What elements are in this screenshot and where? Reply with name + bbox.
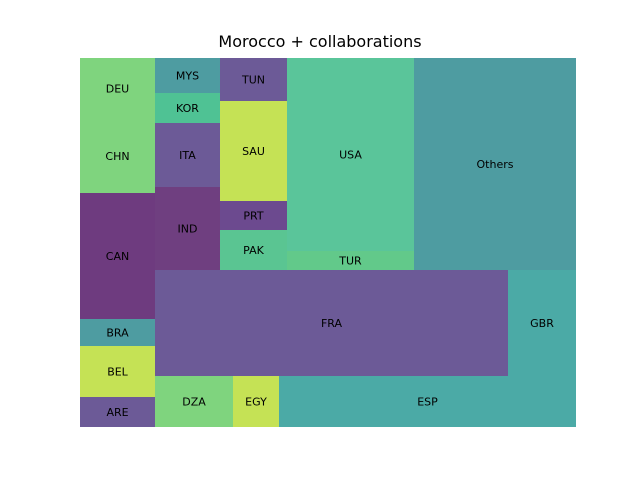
tile-rect-kor	[155, 93, 220, 123]
tile-rect-dza	[155, 376, 233, 427]
tile-label-dza: DZA	[182, 396, 206, 409]
tile-label-deu: DEU	[106, 83, 129, 96]
tile-fra: FRA	[155, 270, 508, 376]
tile-kor: KOR	[155, 93, 220, 123]
tile-rect-egy	[233, 376, 279, 427]
tile-bel: BEL	[80, 346, 155, 397]
tile-label-can: CAN	[106, 250, 129, 263]
tile-label-egy: EGY	[245, 396, 267, 409]
tile-sau: SAU	[220, 101, 287, 201]
tile-label-kor: KOR	[176, 102, 199, 115]
tile-label-esp: ESP	[417, 396, 438, 409]
tile-rect-sau	[220, 101, 287, 201]
tile-rect-bra	[80, 319, 155, 346]
tile-label-others: Others	[477, 158, 514, 171]
tile-rect-tun	[220, 58, 287, 101]
tile-prt: PRT	[220, 201, 287, 230]
tile-rect-mys	[155, 58, 220, 93]
tile-chn: CHN	[80, 119, 155, 193]
tile-usa: USA	[287, 58, 414, 251]
chart-title: Morocco + collaborations	[218, 32, 422, 51]
tile-pak: PAK	[220, 230, 287, 270]
tile-ind: IND	[155, 187, 220, 270]
tile-tur: TUR	[287, 251, 414, 270]
tile-label-prt: PRT	[243, 210, 263, 223]
tile-rect-pak	[220, 230, 287, 270]
tile-bra: BRA	[80, 319, 155, 346]
tile-label-bel: BEL	[107, 366, 128, 379]
tile-rect-ind	[155, 187, 220, 270]
tile-rect-usa	[287, 58, 414, 251]
tile-rect-bel	[80, 346, 155, 397]
tile-label-ita: ITA	[179, 149, 196, 162]
tile-mys: MYS	[155, 58, 220, 93]
tile-rect-prt	[220, 201, 287, 230]
tile-gbr: GBR	[508, 270, 576, 376]
tile-rect-are	[80, 397, 155, 427]
tile-label-chn: CHN	[105, 150, 129, 163]
tile-esp: ESP	[279, 376, 576, 427]
tile-rect-deu	[80, 58, 155, 119]
tile-others: Others	[414, 58, 576, 270]
tile-label-usa: USA	[339, 149, 362, 162]
tile-can: CAN	[80, 193, 155, 319]
tile-label-ind: IND	[178, 223, 198, 236]
tile-label-bra: BRA	[106, 327, 129, 340]
tile-rect-can	[80, 193, 155, 319]
tile-rect-fra	[155, 270, 508, 376]
treemap-tiles: DEU CHN CAN BRA BEL ARE MYS KOR ITA IND TUN SAU PRT P…	[80, 58, 576, 427]
tile-rect-gbr	[508, 270, 576, 376]
tile-tun: TUN	[220, 58, 287, 101]
tile-rect-tur	[287, 251, 414, 270]
tile-label-fra: FRA	[321, 317, 343, 330]
tile-label-are: ARE	[106, 406, 128, 419]
tile-rect-others	[414, 58, 576, 270]
tile-egy: EGY	[233, 376, 279, 427]
tile-dza: DZA	[155, 376, 233, 427]
tile-label-tun: TUN	[241, 74, 265, 87]
tile-are: ARE	[80, 397, 155, 427]
tile-rect-ita	[155, 123, 220, 187]
tile-label-sau: SAU	[242, 145, 265, 158]
tile-rect-esp	[279, 376, 576, 427]
tile-label-mys: MYS	[176, 70, 199, 83]
tile-rect-chn	[80, 119, 155, 193]
tile-label-pak: PAK	[243, 244, 264, 257]
tile-label-gbr: GBR	[530, 317, 554, 330]
tile-label-tur: TUR	[338, 255, 362, 268]
tile-deu: DEU	[80, 58, 155, 119]
tile-ita: ITA	[155, 123, 220, 187]
